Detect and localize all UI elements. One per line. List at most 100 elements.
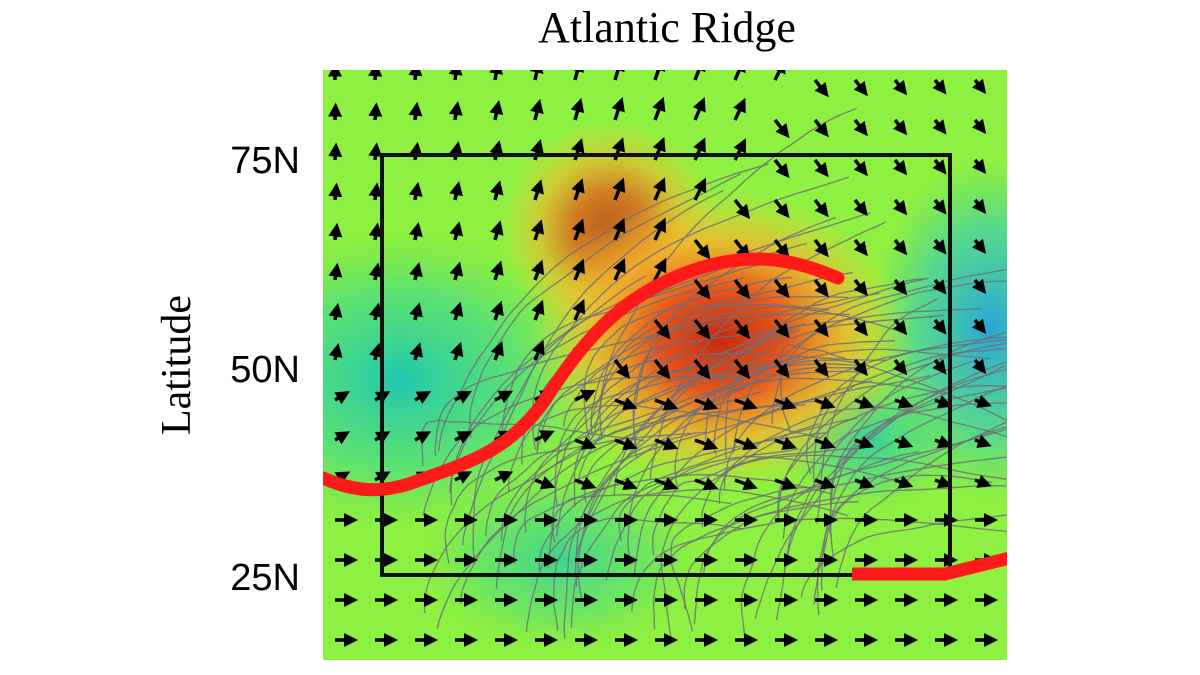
wind-vector: [368, 262, 383, 281]
wind-vector: [368, 70, 383, 81]
wind-vector: [813, 158, 829, 178]
wind-vector: [974, 434, 992, 448]
storm-track: [701, 454, 1007, 528]
wind-vector: [773, 238, 790, 259]
wind-vector: [971, 318, 987, 334]
wind-vector: [611, 70, 625, 81]
wind-vector: [694, 437, 719, 451]
wind-vector: [368, 222, 383, 241]
storm-track: [693, 456, 1007, 625]
wind-vector: [653, 318, 671, 340]
y-tick-label: 50N: [230, 349, 300, 391]
wind-vector: [654, 437, 679, 451]
wind-vector: [652, 136, 666, 161]
wind-vector: [328, 342, 343, 361]
storm-track: [547, 494, 732, 568]
storm-track: [740, 451, 920, 636]
wind-vector: [813, 78, 829, 98]
wind-vector: [932, 238, 947, 255]
wind-vector: [732, 70, 746, 81]
wind-vector: [814, 436, 836, 450]
wind-vector: [773, 118, 790, 139]
wind-vector: [932, 278, 947, 295]
wind-vector: [611, 137, 626, 161]
wind-vector: [772, 70, 786, 81]
wind-vector: [971, 238, 987, 254]
wind-vector: [813, 118, 829, 138]
storm-track: [584, 366, 866, 529]
wind-vector: [614, 477, 638, 491]
wind-vector: [328, 222, 343, 241]
wind-vector: [934, 395, 953, 409]
wind-vector: [651, 70, 666, 81]
wind-vector: [494, 390, 514, 404]
wind-vector: [693, 278, 711, 300]
wind-vector: [490, 340, 504, 361]
wind-vector: [892, 238, 908, 256]
storm-track: [633, 374, 931, 578]
wind-vector: [694, 477, 719, 491]
wind-vector: [611, 97, 625, 121]
wind-vector: [614, 397, 638, 411]
wind-vector: [932, 318, 947, 335]
storm-track: [495, 404, 806, 589]
storm-track: [573, 292, 880, 508]
ridge-axis: [323, 252, 845, 497]
wind-vector: [774, 476, 797, 490]
wind-vector: [530, 139, 544, 161]
wind-vector: [892, 278, 908, 296]
storm-track: [782, 386, 1007, 539]
storm-track: [660, 422, 819, 640]
wind-vector: [328, 142, 343, 161]
wind-vector: [853, 118, 868, 137]
wind-vector: [449, 221, 464, 241]
wind-vector: [894, 435, 914, 449]
storm-track: [508, 404, 822, 493]
wind-vector: [653, 217, 666, 241]
wind-vector: [813, 318, 829, 338]
wind-vector: [733, 138, 746, 161]
wind-vector: [490, 260, 504, 281]
wind-vector: [652, 96, 666, 121]
wind-vector: [572, 298, 586, 321]
wind-vector: [814, 396, 836, 410]
storm-track: [563, 329, 801, 639]
y-tick-label: 25N: [230, 557, 300, 599]
wind-vector: [773, 358, 790, 379]
storm-track: [584, 340, 895, 504]
wind-vector: [734, 437, 758, 451]
storm-track: [649, 221, 886, 480]
wind-vector: [653, 257, 667, 281]
wind-vector: [414, 431, 432, 445]
wind-vector: [813, 198, 829, 218]
wind-vector: [612, 177, 626, 201]
wind-vector: [971, 158, 987, 174]
wind-vector: [693, 238, 711, 260]
wind-vector: [454, 471, 473, 484]
storm-track: [713, 359, 1007, 456]
y-tick-label: 75N: [230, 140, 300, 182]
ridge-axis: [852, 552, 1007, 581]
wind-vector: [773, 278, 790, 299]
wind-vector: [854, 475, 875, 489]
storm-track: [423, 386, 734, 614]
wind-vector: [530, 179, 544, 201]
wind-vector: [489, 180, 504, 201]
storm-track: [618, 417, 858, 542]
wind-vector: [574, 389, 596, 403]
wind-vector: [654, 477, 679, 491]
storm-track: [536, 313, 851, 452]
wind-vector: [693, 318, 711, 340]
wind-vector: [613, 358, 631, 379]
wind-vector: [892, 198, 908, 216]
wind-vector: [654, 397, 679, 411]
wind-vector: [974, 394, 992, 408]
wind-vector: [971, 78, 987, 94]
wind-vector: [334, 431, 351, 445]
storm-track: [613, 277, 929, 497]
wind-vector: [694, 397, 719, 411]
wind-vector: [971, 198, 987, 214]
wind-vector: [892, 358, 908, 376]
wind-vector: [892, 158, 908, 176]
